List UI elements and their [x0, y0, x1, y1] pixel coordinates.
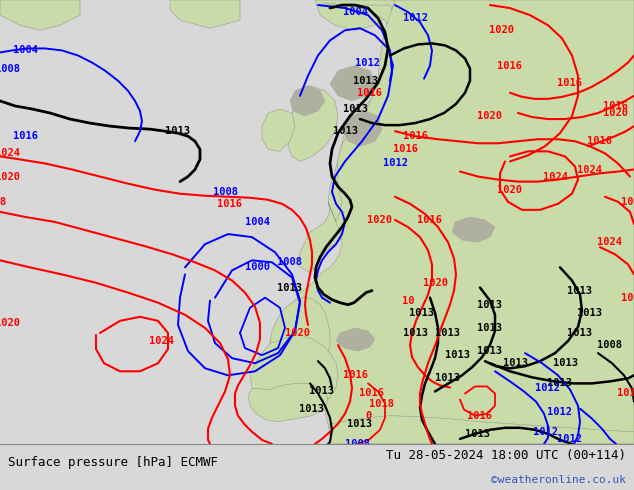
Text: 1012: 1012 [403, 13, 427, 23]
Text: 1020: 1020 [477, 111, 503, 121]
Text: 1000: 1000 [245, 262, 271, 272]
Text: 1024: 1024 [578, 165, 602, 174]
Text: 1024: 1024 [597, 237, 623, 247]
Text: 10: 10 [402, 295, 414, 306]
Text: 1012: 1012 [533, 427, 557, 437]
Text: 1013: 1013 [410, 308, 434, 318]
Text: 1016: 1016 [418, 215, 443, 225]
Text: 1020: 1020 [0, 318, 20, 328]
Text: 1013: 1013 [477, 346, 503, 356]
Text: 1016: 1016 [359, 389, 384, 398]
Text: 1013: 1013 [552, 358, 578, 368]
Text: 1020: 1020 [602, 108, 628, 118]
Text: 1016: 1016 [618, 389, 634, 398]
Text: 1013: 1013 [578, 308, 602, 318]
Polygon shape [170, 0, 240, 28]
Text: 1016: 1016 [13, 131, 37, 141]
Polygon shape [290, 86, 325, 116]
Text: 1012: 1012 [557, 434, 583, 444]
Text: 1004: 1004 [342, 7, 368, 17]
Text: 1013: 1013 [299, 404, 325, 414]
Text: 1020: 1020 [422, 277, 448, 288]
Text: 1008: 1008 [0, 64, 20, 74]
Text: 1013: 1013 [477, 300, 503, 310]
Text: 1024: 1024 [0, 148, 20, 158]
Text: 1008: 1008 [346, 439, 370, 449]
Text: 1013: 1013 [567, 328, 593, 338]
Text: 1004: 1004 [13, 46, 37, 55]
Polygon shape [452, 217, 495, 242]
Text: 1013: 1013 [344, 104, 368, 114]
Text: ©weatheronline.co.uk: ©weatheronline.co.uk [491, 475, 626, 485]
Text: 1008: 1008 [212, 187, 238, 196]
Text: 1013: 1013 [278, 283, 302, 293]
Text: 1020: 1020 [489, 25, 515, 35]
Text: 1016: 1016 [392, 145, 418, 154]
Polygon shape [0, 0, 80, 30]
Text: 1013: 1013 [309, 387, 335, 396]
Text: 1012: 1012 [382, 158, 408, 169]
Text: 1013: 1013 [165, 126, 190, 136]
Text: 1020: 1020 [498, 185, 522, 195]
Polygon shape [336, 328, 375, 351]
Text: 1024: 1024 [150, 336, 174, 346]
Text: 1013: 1013 [436, 328, 460, 338]
Text: 1008: 1008 [278, 257, 302, 268]
Text: 1020: 1020 [0, 172, 20, 182]
Text: 1016: 1016 [588, 136, 612, 146]
Text: 1016: 1016 [217, 199, 242, 209]
Text: 1020: 1020 [621, 197, 634, 207]
Text: Surface pressure [hPa] ECMWF: Surface pressure [hPa] ECMWF [8, 456, 217, 469]
Text: 1013: 1013 [477, 323, 503, 333]
Text: 1016: 1016 [358, 88, 382, 98]
Text: 1004: 1004 [245, 217, 271, 227]
Text: 1013: 1013 [548, 378, 573, 389]
Text: 1012: 1012 [548, 407, 573, 416]
Text: 1013: 1013 [503, 358, 527, 368]
Text: Tu 28-05-2024 18:00 UTC (00+114): Tu 28-05-2024 18:00 UTC (00+114) [386, 449, 626, 462]
Polygon shape [330, 416, 634, 444]
Text: 1008: 1008 [597, 340, 623, 350]
Text: 1016: 1016 [403, 131, 427, 141]
Text: 1012: 1012 [356, 57, 380, 68]
Text: 1013: 1013 [332, 126, 358, 136]
Text: 1012: 1012 [536, 384, 560, 393]
Text: 1013: 1013 [353, 76, 377, 86]
Polygon shape [248, 383, 328, 422]
Text: 1016: 1016 [467, 411, 493, 421]
Text: 1016: 1016 [602, 101, 628, 111]
Text: 8: 8 [0, 197, 5, 207]
Text: 1018: 1018 [370, 398, 394, 409]
Polygon shape [315, 0, 395, 30]
Text: 0: 0 [365, 411, 371, 421]
Polygon shape [293, 0, 634, 444]
Text: 1013: 1013 [436, 373, 460, 383]
Text: 1020: 1020 [368, 215, 392, 225]
Polygon shape [262, 109, 295, 151]
Text: 1013: 1013 [567, 286, 593, 295]
Polygon shape [288, 86, 338, 161]
Text: 1013: 1013 [403, 328, 427, 338]
Polygon shape [330, 66, 375, 101]
Polygon shape [270, 296, 330, 383]
Text: 1013: 1013 [465, 429, 491, 439]
Text: 1016: 1016 [342, 370, 368, 380]
Text: 1020: 1020 [621, 293, 634, 303]
Polygon shape [342, 111, 382, 147]
Polygon shape [298, 3, 400, 272]
Text: 1013: 1013 [446, 350, 470, 360]
Text: 1016: 1016 [498, 61, 522, 71]
Text: 1020: 1020 [285, 328, 311, 338]
Text: 1024: 1024 [543, 172, 567, 182]
Text: 1013: 1013 [347, 419, 373, 429]
Text: 1016: 1016 [557, 78, 583, 88]
Polygon shape [250, 335, 338, 414]
